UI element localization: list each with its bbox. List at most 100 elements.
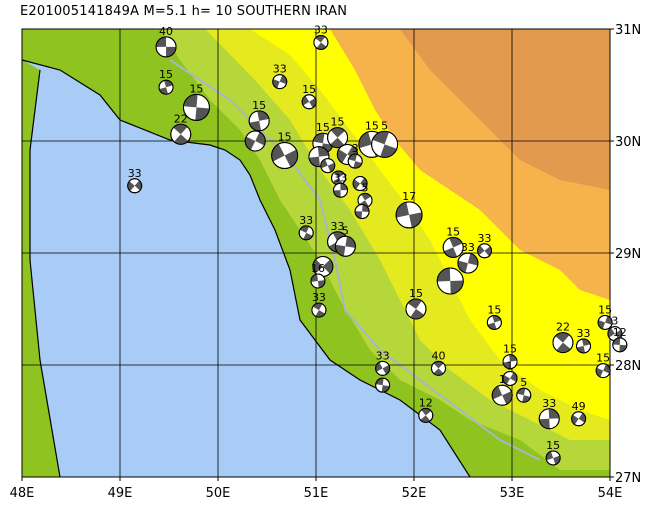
focal-mechanism-beachball: 16 <box>310 262 326 289</box>
depth-label: 33 <box>331 220 345 233</box>
beachball-ring <box>311 302 327 318</box>
beachball-compression-quadrant <box>433 368 444 376</box>
beachball-ring <box>158 79 174 95</box>
beachball-compression-quadrant <box>245 136 256 150</box>
beachball-compression-quadrant <box>195 107 210 121</box>
focal-mechanism-beachball: 15 <box>442 225 464 258</box>
beachball-ring <box>248 110 270 132</box>
depth-label: 33 <box>478 232 492 245</box>
beachball-compression-quadrant <box>421 408 432 416</box>
beachball-ring <box>486 314 502 330</box>
depth-label: 33 <box>461 241 475 254</box>
beachball-ring <box>375 377 391 393</box>
beachball-ring <box>431 360 446 376</box>
beachball-compression-quadrant <box>396 202 410 218</box>
beachball-ring <box>477 243 493 259</box>
beachball-compression-quadrant <box>581 338 591 346</box>
depth-label: 15 <box>159 68 173 81</box>
beachball-ring <box>320 158 336 174</box>
focal-mechanism-beachball: 33 <box>457 241 479 274</box>
lat-tick-label: 28N <box>615 359 641 374</box>
focal-mechanism-beachball: 1 <box>502 359 518 386</box>
depth-label: 33 <box>314 23 328 36</box>
depth-label: 33 <box>542 397 556 410</box>
focal-mechanism-beachball: 33 <box>333 171 348 198</box>
depth-label: 15 <box>409 287 423 300</box>
focal-mechanism-beachball <box>320 158 336 174</box>
beachball-compression-quadrant <box>457 260 468 273</box>
focal-mechanism-beachball: 15 <box>597 303 613 330</box>
beachball-compression-quadrant <box>556 342 571 353</box>
beachball-compression-quadrant <box>271 143 285 162</box>
depth-label: 40 <box>432 349 446 362</box>
focal-mechanism-beachball: 5 <box>516 376 532 403</box>
lat-tick-label: 31N <box>615 23 641 38</box>
beachball-compression-quadrant <box>362 204 370 213</box>
focal-mechanism-beachball: 33 <box>298 214 314 241</box>
focal-mechanism-beachball: 15 <box>486 303 502 330</box>
focal-mechanism-beachball: 33 <box>313 23 329 50</box>
beachball-compression-quadrant <box>317 146 329 157</box>
lon-tick-label: 53E <box>500 486 525 501</box>
depth-label: 22 <box>174 112 188 125</box>
beachball-ring <box>271 142 299 170</box>
focal-mechanism-beachball <box>331 170 347 186</box>
beachball-ring <box>491 384 513 406</box>
beachball-compression-quadrant <box>310 274 318 282</box>
beachball-ring <box>272 74 288 90</box>
beachball-compression-quadrant <box>166 46 177 57</box>
beachball-compression-quadrant <box>355 211 363 219</box>
focal-mechanism-beachball: 5 <box>334 224 356 257</box>
beachball-compression-quadrant <box>433 361 444 369</box>
beachball-compression-quadrant <box>360 177 368 188</box>
beachball-compression-quadrant <box>382 364 390 375</box>
beachball-compression-quadrant <box>330 127 345 138</box>
coastline <box>22 59 471 477</box>
focal-mechanism-beachball: 15 <box>248 99 270 132</box>
depth-label: 17 <box>402 190 416 203</box>
beachball-ring <box>502 370 518 386</box>
lat-tick-label: 27N <box>615 471 641 486</box>
beachball-compression-quadrant <box>317 280 325 288</box>
map-title: E201005141849A M=5.1 h= 10 SOUTHERN IRAN <box>20 4 348 19</box>
focal-mechanism-beachball: 15 <box>301 83 317 110</box>
beachball-compression-quadrant <box>127 181 135 192</box>
beachball-compression-quadrant <box>309 98 317 108</box>
focal-mechanism-beachball: 1 <box>491 373 513 406</box>
beachball-compression-quadrant <box>375 362 383 372</box>
beachball-compression-quadrant <box>614 329 622 340</box>
depth-label: 15 <box>302 83 316 96</box>
focal-mechanism-beachball: 40 <box>431 349 446 376</box>
beachball-ring <box>182 93 210 121</box>
depth-label: 5 <box>520 376 527 389</box>
beachball-ring <box>552 332 574 354</box>
lon-tick-label: 48E <box>10 486 35 501</box>
focal-mechanism-beachball: 15 <box>327 116 349 149</box>
beachball-compression-quadrant <box>361 193 371 201</box>
beachball-compression-quadrant <box>249 120 262 131</box>
lon-tick-label: 54E <box>598 486 623 501</box>
beachball-ring <box>502 354 518 370</box>
focal-mechanism-beachball: 40 <box>155 25 177 58</box>
beachball-compression-quadrant <box>312 303 323 311</box>
beachball-ring <box>155 36 177 58</box>
beachball-ring <box>352 176 368 192</box>
beachball-ring <box>308 146 330 168</box>
beachball-compression-quadrant <box>332 231 347 242</box>
focal-mechanism-beachball: 33 <box>272 63 288 90</box>
focal-mechanism-beachball: 15 <box>158 68 174 95</box>
focal-mechanism-beachball <box>352 176 368 192</box>
depth-label: 33 <box>334 171 348 184</box>
beachball-compression-quadrant <box>255 132 266 146</box>
beachball-compression-quadrant <box>509 354 517 362</box>
depth-label: 12 <box>613 326 627 339</box>
beachball-ring <box>597 314 613 330</box>
focal-mechanism-beachball <box>312 255 334 277</box>
focal-mechanism-beachball: 22 <box>170 112 192 145</box>
beachball-ring <box>442 236 464 258</box>
beachball-compression-quadrant <box>407 299 422 309</box>
lon-tick-label: 52E <box>402 486 427 501</box>
beachball-compression-quadrant <box>578 412 586 423</box>
depth-label: 33 <box>376 349 390 362</box>
beachball-compression-quadrant <box>607 327 615 338</box>
